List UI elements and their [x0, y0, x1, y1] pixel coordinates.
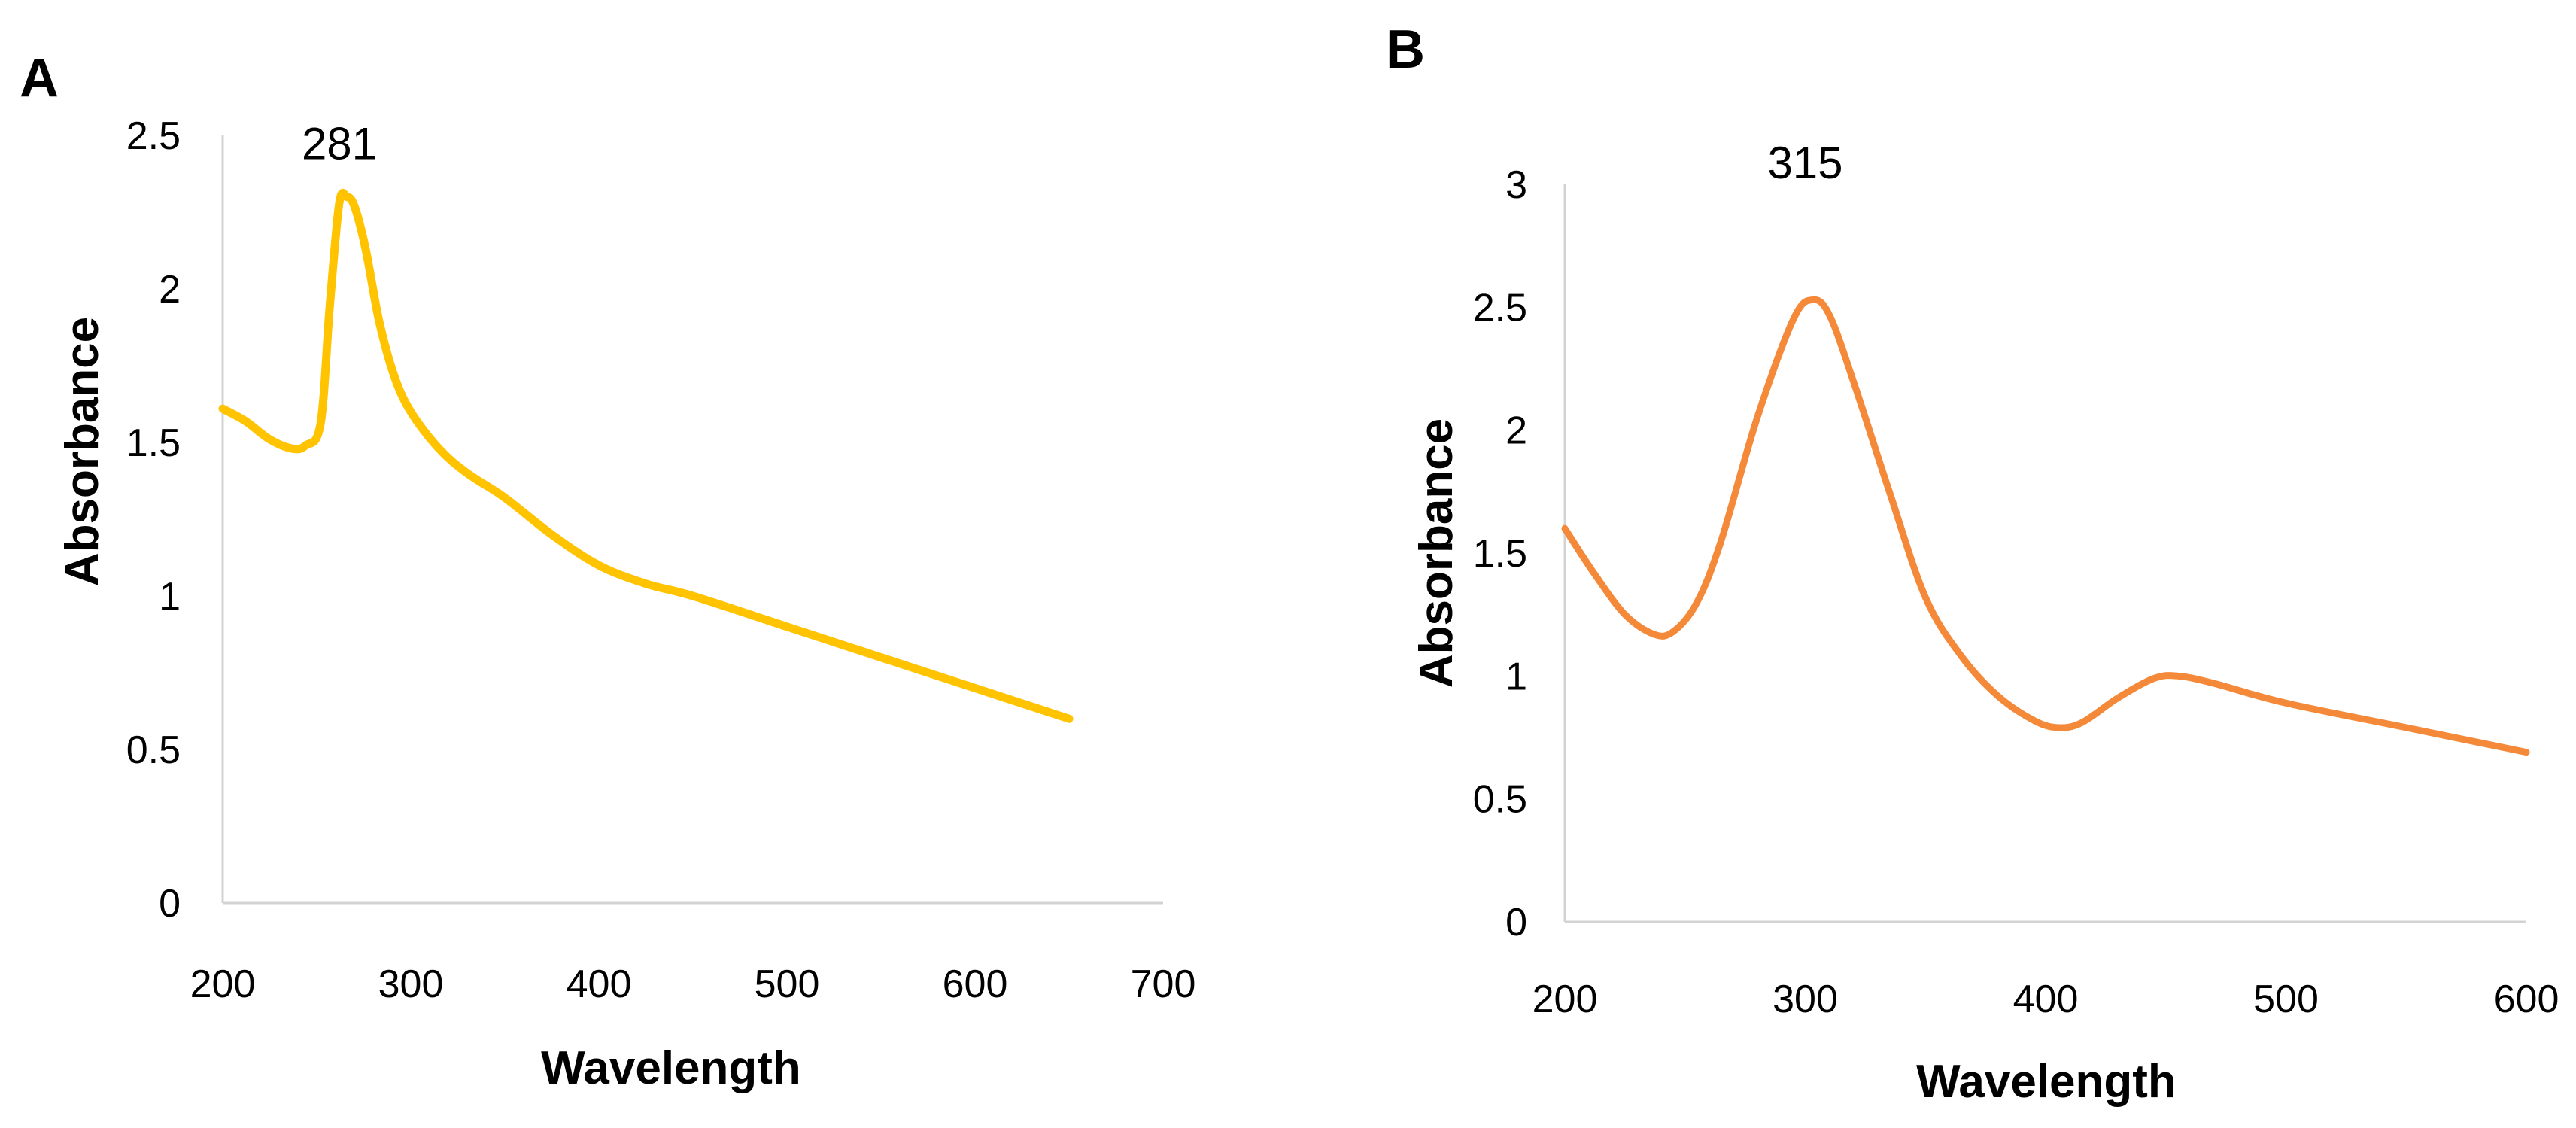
chart-a-y-tick-label: 2.5 [126, 114, 181, 158]
chart-a-y-tick-label: 1.5 [126, 421, 181, 465]
chart-a-series-line [218, 189, 1074, 723]
chart-a-x-tick-label: 200 [190, 962, 256, 1006]
chart-a: A 0 0.5 1 1.5 2 2.5 200 300 400 500 600 700 281 Wa… [20, 48, 1195, 1094]
chart-b-x-axis-title: Wavelength [1916, 1056, 2177, 1108]
chart-b-x-tick-label: 500 [2253, 977, 2319, 1021]
chart-a-y-ticks: 0 0.5 1 1.5 2 2.5 [126, 114, 181, 926]
chart-a-x-tick-label: 700 [1131, 962, 1196, 1006]
chart-a-y-tick-label: 1 [159, 575, 181, 619]
chart-a-y-tick-label: 0 [159, 882, 181, 926]
chart-a-peak-label: 281 [302, 119, 377, 169]
panel-label-b: B [1386, 20, 1425, 80]
chart-a-x-ticks: 200 300 400 500 600 700 [190, 962, 1196, 1006]
chart-b-y-tick-label: 1 [1505, 655, 1527, 698]
chart-a-x-tick-label: 400 [567, 962, 632, 1006]
chart-a-x-tick-label: 500 [755, 962, 820, 1006]
chart-b-series-line [1561, 296, 2530, 756]
chart-b-y-tick-label: 1.5 [1473, 532, 1527, 576]
chart-a-x-axis-title: Wavelength [541, 1042, 801, 1094]
chart-b-x-tick-label: 300 [1773, 977, 1838, 1021]
chart-b-y-tick-label: 3 [1505, 163, 1527, 207]
chart-b-y-tick-label: 0 [1505, 901, 1527, 944]
chart-a-y-tick-label: 0.5 [126, 728, 181, 772]
panel-label-a: A [20, 48, 59, 108]
chart-a-y-tick-label: 2 [159, 268, 181, 312]
chart-b-x-ticks: 200 300 400 500 600 [1533, 977, 2559, 1021]
chart-b-peak-label: 315 [1767, 138, 1842, 188]
chart-b: B 0 0.5 1 1.5 2 2.5 3 200 300 400 500 600 315 Wave… [1386, 20, 2559, 1108]
chart-b-y-tick-label: 2.5 [1473, 286, 1527, 330]
chart-a-x-tick-label: 300 [378, 962, 444, 1006]
chart-b-x-tick-label: 600 [2494, 977, 2559, 1021]
chart-b-y-tick-label: 0.5 [1473, 778, 1527, 822]
chart-b-x-tick-label: 400 [2013, 977, 2079, 1021]
chart-b-y-axis-title: Absorbance [1411, 418, 1463, 688]
chart-b-x-tick-label: 200 [1533, 977, 1598, 1021]
chart-a-x-tick-label: 600 [943, 962, 1008, 1006]
chart-b-y-tick-label: 2 [1505, 409, 1527, 453]
chart-b-y-ticks: 0 0.5 1 1.5 2 2.5 3 [1473, 163, 1527, 944]
chart-a-y-axis-title: Absorbance [56, 317, 108, 586]
